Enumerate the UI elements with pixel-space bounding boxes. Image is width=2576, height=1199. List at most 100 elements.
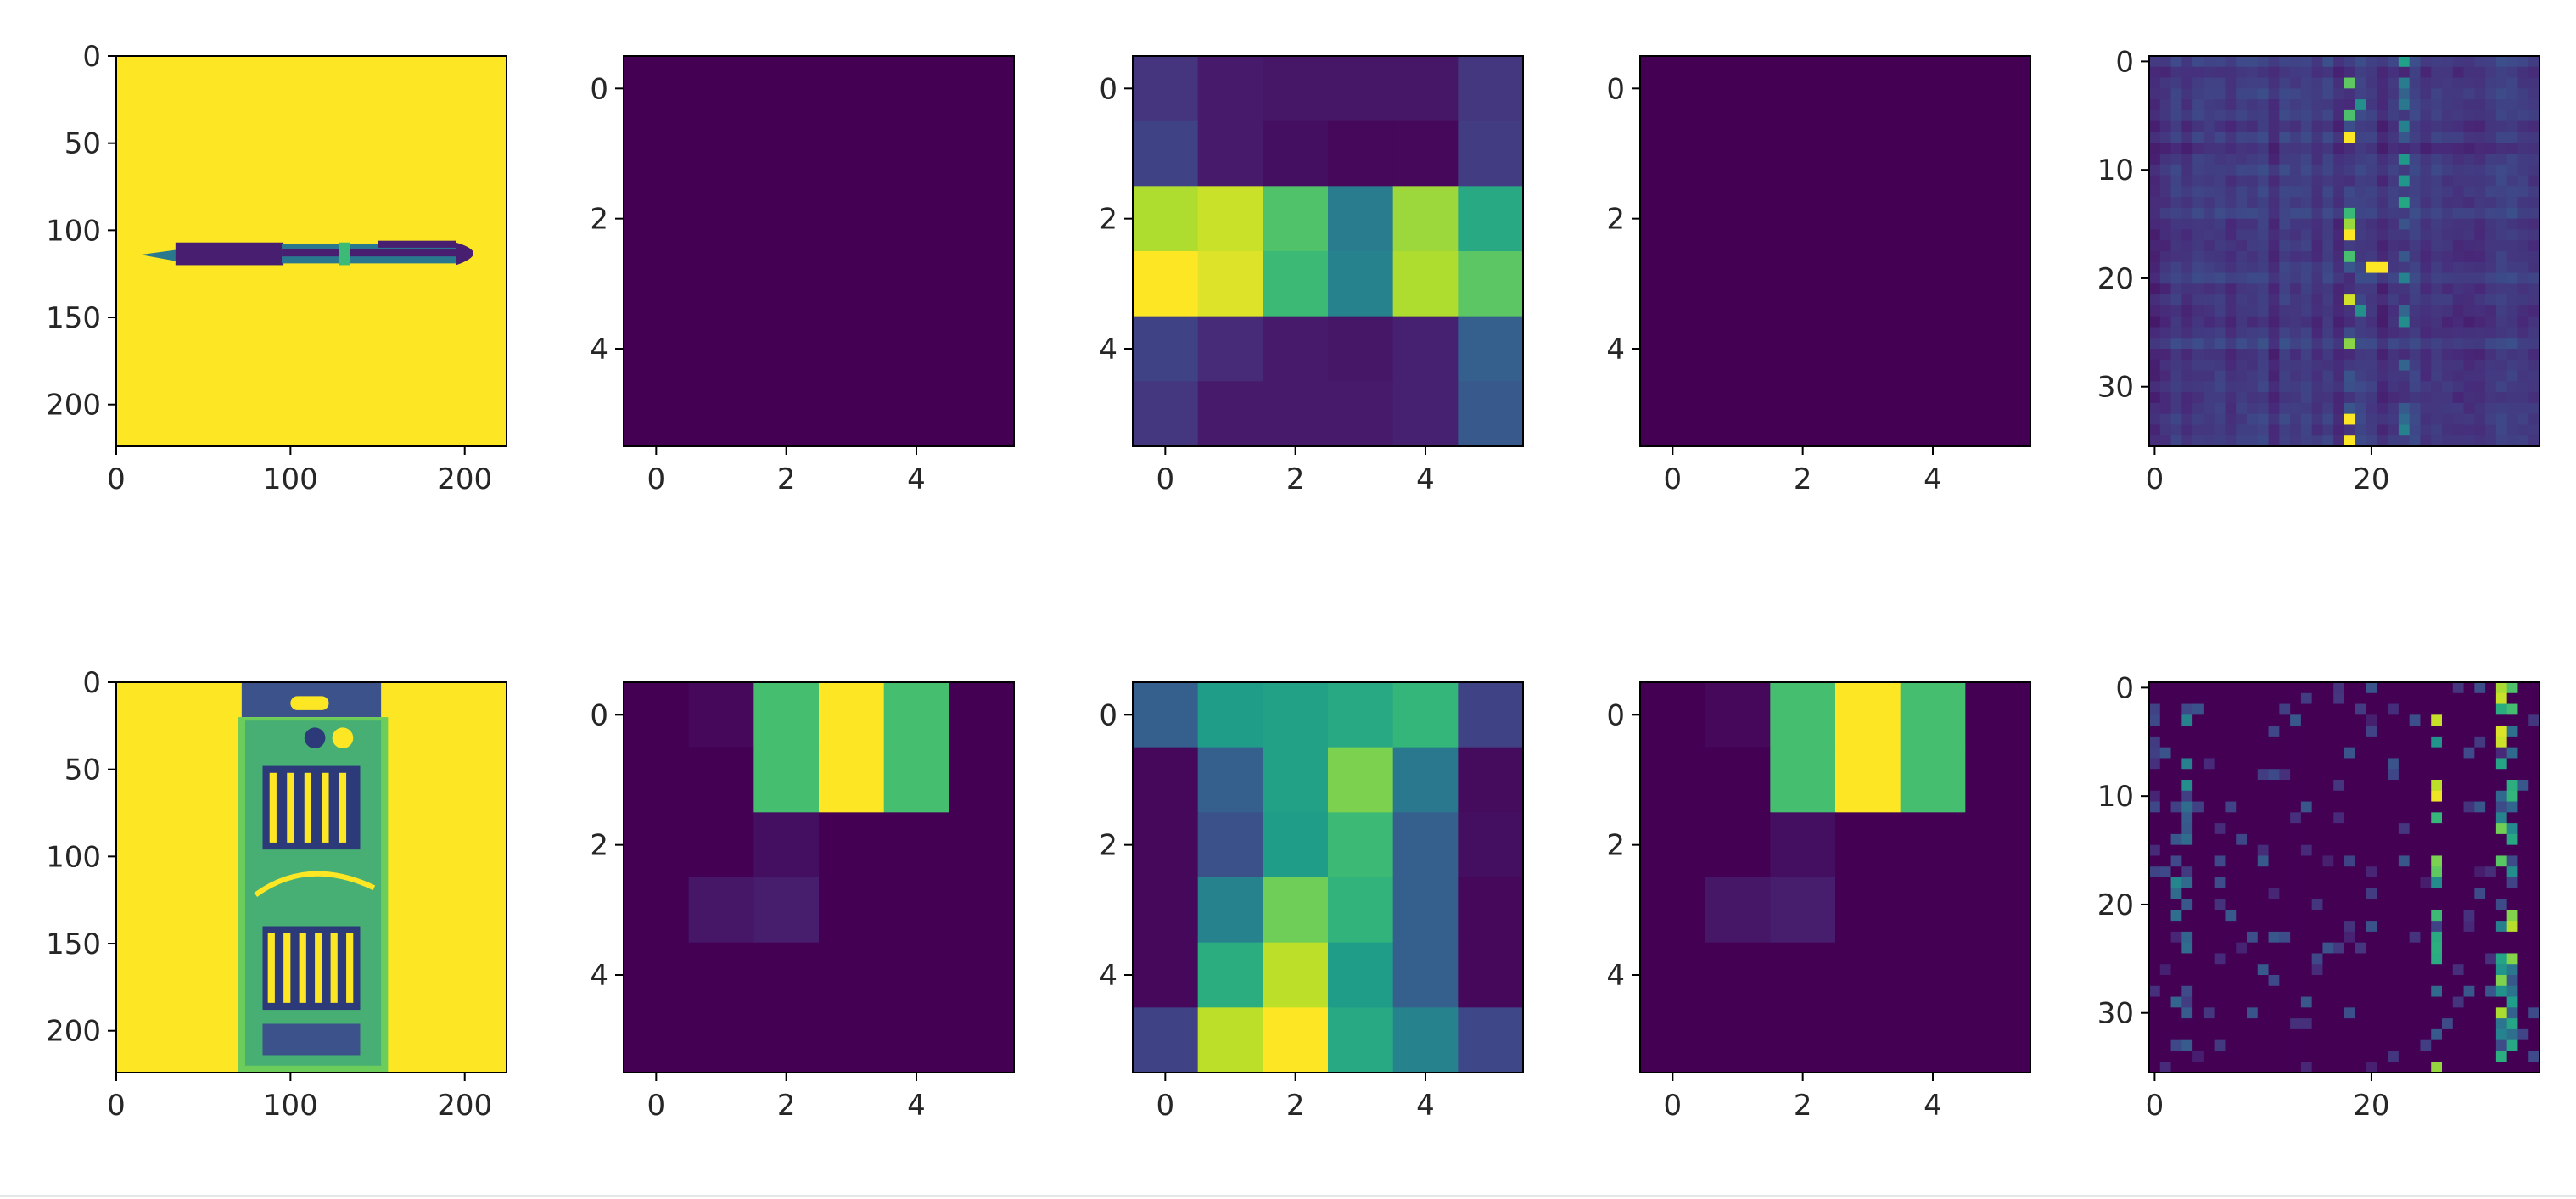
heatmap-cell xyxy=(2517,272,2529,284)
heatmap-cell xyxy=(2159,251,2172,263)
heatmap-cell xyxy=(2322,109,2334,122)
y-tick-label: 150 xyxy=(46,927,101,961)
heatmap-cell xyxy=(2398,823,2411,835)
heatmap-cell xyxy=(2311,143,2324,154)
heatmap-cell xyxy=(2225,714,2237,726)
heatmap-cell xyxy=(2463,359,2475,372)
heatmap-cell xyxy=(2300,931,2313,944)
heatmap-cell xyxy=(2181,66,2193,79)
heatmap-cell xyxy=(2528,175,2540,187)
heatmap-cell xyxy=(2420,801,2432,813)
heatmap-cell xyxy=(2192,66,2204,79)
heatmap-cell xyxy=(2322,758,2334,770)
heatmap-cell xyxy=(2377,349,2388,361)
x-tick-label: 100 xyxy=(263,1089,318,1123)
heatmap-cell xyxy=(2528,714,2540,726)
heatmap-cell xyxy=(1328,251,1394,317)
heatmap-cell xyxy=(2517,1028,2529,1041)
heatmap-cell xyxy=(2409,747,2422,759)
heatmap-cell xyxy=(2279,154,2291,165)
heatmap-cell xyxy=(1640,316,1706,382)
heatmap-cell xyxy=(2192,207,2204,220)
heatmap-cell xyxy=(2322,305,2334,317)
heatmap-cell xyxy=(2452,888,2465,900)
heatmap-cell xyxy=(819,316,885,382)
heatmap-cell xyxy=(2517,899,2529,910)
heatmap-cell xyxy=(2290,261,2302,274)
heatmap-cell xyxy=(2398,703,2411,715)
heatmap-cell xyxy=(2170,359,2182,372)
heatmap-cell xyxy=(2192,143,2204,154)
pen-clip xyxy=(378,240,456,248)
heatmap-cell xyxy=(2333,66,2345,79)
heatmap-cell xyxy=(2528,692,2540,705)
heatmap-cell xyxy=(2214,780,2226,792)
heatmap-cell xyxy=(2181,833,2193,846)
heatmap-cell xyxy=(2181,132,2193,143)
heatmap-cell xyxy=(2159,758,2172,770)
heatmap-cell xyxy=(2452,120,2465,133)
heatmap-cell xyxy=(2203,316,2215,328)
heatmap-cell xyxy=(2279,77,2291,89)
heatmap-cell xyxy=(2170,975,2182,987)
heatmap-cell xyxy=(2409,899,2422,910)
heatmap-cell xyxy=(2170,1007,2182,1019)
heatmap-cell xyxy=(2290,682,2302,694)
heatmap-cell xyxy=(2225,888,2237,900)
heatmap-cell xyxy=(2388,726,2400,737)
heatmap-cell xyxy=(1835,877,1901,944)
heatmap-cell xyxy=(1900,251,1966,317)
heatmap-cell xyxy=(2398,942,2411,955)
heatmap-cell xyxy=(2181,294,2193,306)
heatmap-cell xyxy=(2214,996,2226,1008)
heatmap-cell xyxy=(2388,769,2400,781)
heatmap-cell xyxy=(2170,726,2182,737)
heatmap-cell xyxy=(2257,942,2270,955)
heatmap-cell xyxy=(2203,921,2215,933)
heatmap-cell xyxy=(2149,942,2161,955)
heatmap-cell xyxy=(2409,359,2422,372)
heatmap-cell xyxy=(2398,424,2411,436)
heatmap-cell xyxy=(2377,316,2388,328)
heatmap-cell xyxy=(2170,132,2182,143)
heatmap-cell xyxy=(2214,316,2226,328)
heatmap-cell xyxy=(2214,1039,2226,1052)
heatmap-cell xyxy=(2528,77,2540,89)
heatmap-cell xyxy=(2495,953,2508,965)
heatmap-cell xyxy=(2333,736,2345,748)
heatmap-cell xyxy=(2398,1039,2411,1052)
heatmap-cell xyxy=(2170,780,2182,792)
heatmap-cell xyxy=(2225,758,2237,770)
heatmap-cell xyxy=(2268,251,2280,263)
heatmap-cell xyxy=(2431,305,2443,317)
heatmap-cell xyxy=(2333,370,2345,382)
heatmap-cell xyxy=(2257,1051,2270,1062)
heatmap-cell xyxy=(2474,56,2486,68)
heatmap-cell xyxy=(2452,109,2465,122)
heatmap-cell xyxy=(2506,855,2519,867)
heatmap-cell xyxy=(2247,283,2259,295)
heatmap-cell xyxy=(2279,197,2291,209)
heatmap-cell xyxy=(2247,120,2259,133)
heatmap-cell xyxy=(2268,109,2280,122)
heatmap-cell xyxy=(688,942,754,1008)
heatmap-cell xyxy=(2311,261,2324,274)
heatmap-cell xyxy=(2257,985,2270,998)
heatmap-cell xyxy=(2398,272,2411,284)
heatmap-cell xyxy=(2528,877,2540,889)
heatmap-cell xyxy=(2517,370,2529,382)
heatmap-cell xyxy=(2225,692,2237,705)
heatmap-cell xyxy=(2506,229,2519,241)
heatmap-cell xyxy=(2300,692,2313,705)
heatmap-cell xyxy=(2333,975,2345,987)
heatmap-cell xyxy=(2203,833,2215,846)
heatmap-cell xyxy=(2355,758,2367,770)
heatmap-cell xyxy=(2192,855,2204,867)
heatmap-cell xyxy=(2311,823,2324,835)
heatmap-cell xyxy=(2322,921,2334,933)
heatmap-cell xyxy=(2236,402,2248,415)
heatmap-cell xyxy=(2311,964,2324,976)
heatmap-cell xyxy=(2398,349,2411,361)
heatmap-cell xyxy=(2517,154,2529,165)
heatmap-cell xyxy=(2214,305,2226,317)
